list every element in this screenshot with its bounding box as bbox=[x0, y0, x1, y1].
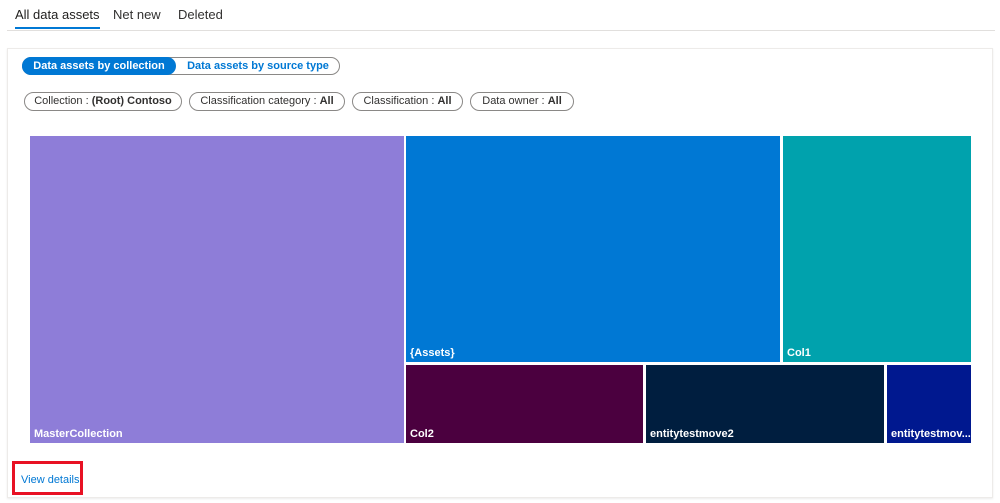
tile-label: entitytestmov... bbox=[891, 428, 971, 440]
treemap-tile[interactable]: Col2 bbox=[406, 365, 643, 443]
filter-value: All bbox=[547, 95, 562, 107]
toggle-option[interactable]: Data assets by collection bbox=[22, 57, 176, 75]
tab-divider bbox=[7, 30, 995, 31]
tile-label: Col1 bbox=[787, 347, 811, 359]
tab[interactable]: Net new bbox=[113, 7, 161, 22]
filter-value: (Root) Contoso bbox=[91, 95, 172, 107]
filter-label: Collection : bbox=[34, 95, 89, 107]
filter-value: All bbox=[437, 95, 452, 107]
filter-pill[interactable]: Classification : All bbox=[352, 92, 463, 111]
filter-pill[interactable]: Data owner : All bbox=[470, 92, 574, 111]
tile-label: {Assets} bbox=[410, 347, 455, 359]
tab[interactable]: Deleted bbox=[178, 7, 223, 22]
highlight-box: View details bbox=[12, 461, 83, 495]
filter-pill[interactable]: Classification category : All bbox=[189, 92, 345, 111]
treemap-tile[interactable]: entitytestmove2 bbox=[646, 365, 884, 443]
tile-label: Col2 bbox=[410, 428, 434, 440]
filter-label: Classification category : bbox=[200, 95, 317, 107]
filter-label: Classification : bbox=[363, 95, 435, 107]
toggle: Data assets by collection Data assets by… bbox=[22, 57, 340, 75]
treemap-tile[interactable]: entitytestmov... bbox=[887, 365, 971, 443]
treemap-tile[interactable]: Col1 bbox=[783, 136, 971, 362]
tile-label: entitytestmove2 bbox=[650, 428, 734, 440]
view-details-link[interactable]: View details bbox=[21, 474, 80, 486]
tile-label: MasterCollection bbox=[34, 428, 123, 440]
treemap-tile[interactable]: {Assets} bbox=[406, 136, 780, 362]
filter-pill[interactable]: Collection : (Root) Contoso bbox=[24, 92, 182, 111]
tab[interactable]: All data assets bbox=[15, 7, 100, 29]
toggle-option[interactable]: Data assets by source type bbox=[187, 60, 329, 72]
filter-label: Data owner : bbox=[482, 95, 545, 107]
filter-value: All bbox=[319, 95, 334, 107]
treemap-tile[interactable]: MasterCollection bbox=[30, 136, 404, 443]
